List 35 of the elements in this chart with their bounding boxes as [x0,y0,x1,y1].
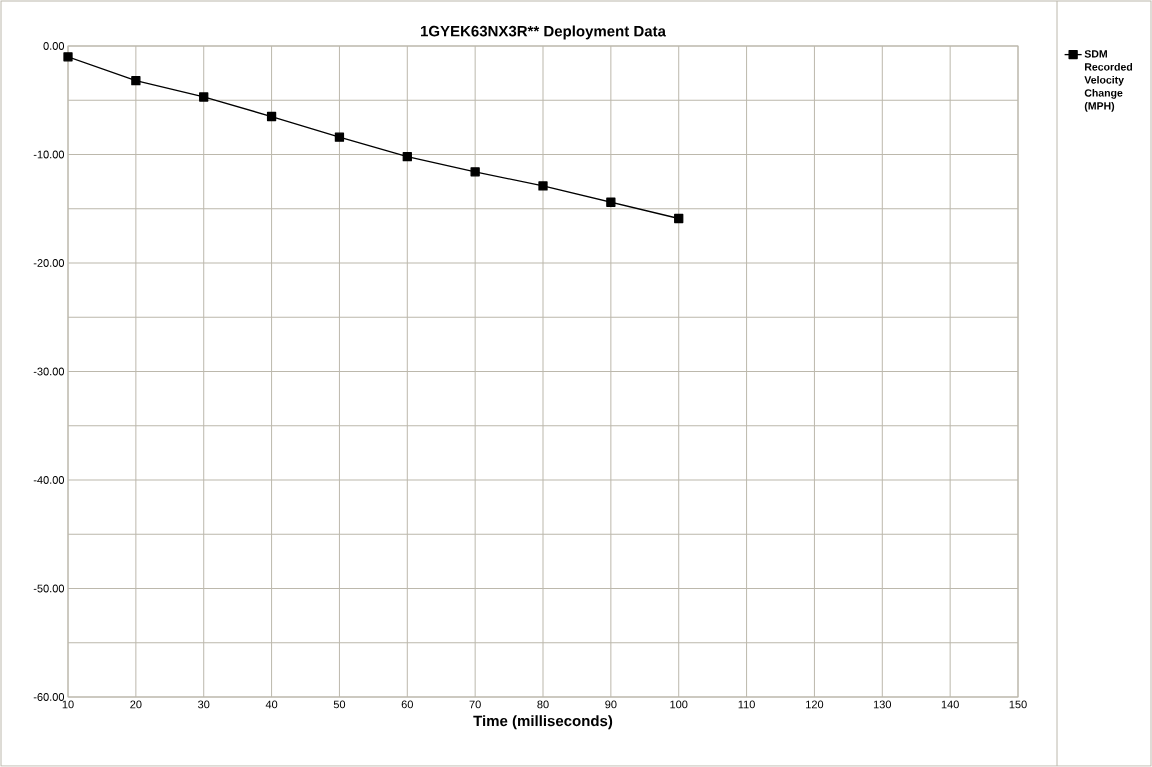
x-tick-label: 80 [537,700,549,709]
point [131,76,141,86]
x-tick-label: 150 [1009,700,1027,709]
point [199,92,209,102]
y-tick-label: -20.00 [33,259,65,267]
x-tick-label: 40 [265,700,278,709]
point [470,167,480,177]
y-tick-label: 0.00 [43,42,65,50]
x-tick-label: 10 [62,700,74,709]
y-tick-label: -60.00 [33,693,65,701]
y-tick-label: -50.00 [33,584,65,593]
point [63,52,73,62]
legend-label: SDM Recorded Velocity Change (MPH) [1084,50,1133,112]
x-tick-label: 100 [670,700,688,709]
x-tick-label: 110 [738,700,755,709]
x-tick-label: 20 [130,700,142,709]
y-tick-label: -40.00 [33,476,65,484]
point [674,213,684,224]
x-tick-label: 130 [873,700,892,709]
y-tick-label: -30.00 [33,367,65,376]
x-tick-label: 70 [469,700,481,709]
x-tick-label: 50 [333,700,346,709]
x-tick-label: 30 [198,700,210,709]
x-axis-title: Time (milliseconds) [473,715,613,730]
x-tick-label: 90 [605,700,617,709]
point [402,152,412,162]
x-tick-label: 140 [941,700,959,709]
point [606,197,616,207]
x-tick-label: 120 [806,700,824,709]
chart-title: 1GYEK63NX3R** Deployment Data [420,25,667,40]
y-tick-label: -10.00 [33,150,65,159]
x-tick-label: 60 [401,700,413,709]
point [334,132,345,142]
point [266,111,277,122]
point [538,181,548,191]
